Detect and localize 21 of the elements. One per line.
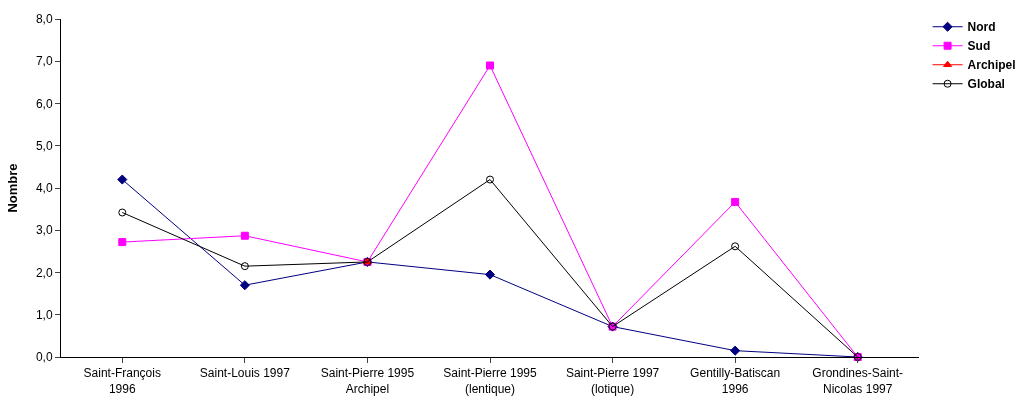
legend-label: Nord bbox=[967, 20, 996, 35]
legend-label: Archipel bbox=[967, 58, 1016, 73]
y-tick-label: 6,0 bbox=[35, 96, 53, 111]
y-axis-title: Nombre bbox=[4, 163, 20, 213]
x-tick-label: Saint-Louis 1997 bbox=[199, 366, 291, 381]
y-tick-label: 2,0 bbox=[35, 265, 53, 280]
y-tick-label: 0,0 bbox=[35, 350, 53, 365]
legend-label: Sud bbox=[967, 39, 991, 54]
y-tick-label: 7,0 bbox=[35, 54, 53, 69]
x-tick-label: Saint-François 1996 bbox=[83, 366, 161, 396]
y-tick-label: 5,0 bbox=[35, 138, 53, 153]
legend-label: Global bbox=[967, 77, 1005, 92]
x-tick-label: Grondines-Saint-Nicolas 1997 bbox=[812, 366, 904, 396]
x-tick-label: Saint-Pierre 1997 (lotique) bbox=[565, 366, 660, 396]
y-tick-label: 3,0 bbox=[35, 223, 53, 238]
y-tick-label: 8,0 bbox=[35, 12, 53, 27]
x-tick-label: Gentilly-Batiscan 1996 bbox=[690, 366, 781, 396]
y-tick-label: 1,0 bbox=[35, 307, 53, 322]
x-tick-label: Saint-Pierre 1995 (lentique) bbox=[443, 366, 538, 396]
x-tick-label: Saint-Pierre 1995 Archipel bbox=[320, 366, 415, 396]
y-tick-label: 4,0 bbox=[35, 181, 53, 196]
